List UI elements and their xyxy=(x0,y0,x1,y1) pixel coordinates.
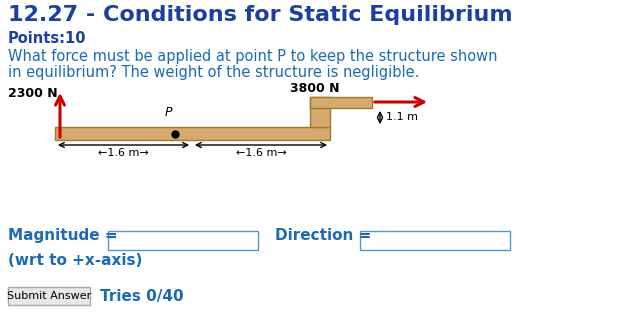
Polygon shape xyxy=(310,97,372,108)
Text: Tries 0/40: Tries 0/40 xyxy=(100,288,183,304)
Text: Submit Answer: Submit Answer xyxy=(7,291,91,301)
Bar xyxy=(108,231,258,250)
Text: Direction =: Direction = xyxy=(275,228,371,243)
Text: 1.1 m: 1.1 m xyxy=(386,112,418,122)
Text: ←1.6 m→: ←1.6 m→ xyxy=(236,148,286,158)
Text: 2300 N: 2300 N xyxy=(8,87,57,100)
Text: (wrt to +x-axis): (wrt to +x-axis) xyxy=(8,253,142,268)
Text: 3800 N: 3800 N xyxy=(290,82,339,95)
Text: Magnitude =: Magnitude = xyxy=(8,228,118,243)
Text: 12.27 - Conditions for Static Equilibrium: 12.27 - Conditions for Static Equilibriu… xyxy=(8,5,513,25)
Text: P: P xyxy=(164,106,172,119)
Text: Points:10: Points:10 xyxy=(8,31,87,46)
Polygon shape xyxy=(310,97,330,127)
Polygon shape xyxy=(55,127,330,140)
Bar xyxy=(360,231,510,250)
Text: in equilibrium? The weight of the structure is negligible.: in equilibrium? The weight of the struct… xyxy=(8,65,419,80)
Text: What force must be applied at point P to keep the structure shown: What force must be applied at point P to… xyxy=(8,49,497,64)
Bar xyxy=(8,287,90,305)
Text: ←1.6 m→: ←1.6 m→ xyxy=(98,148,149,158)
